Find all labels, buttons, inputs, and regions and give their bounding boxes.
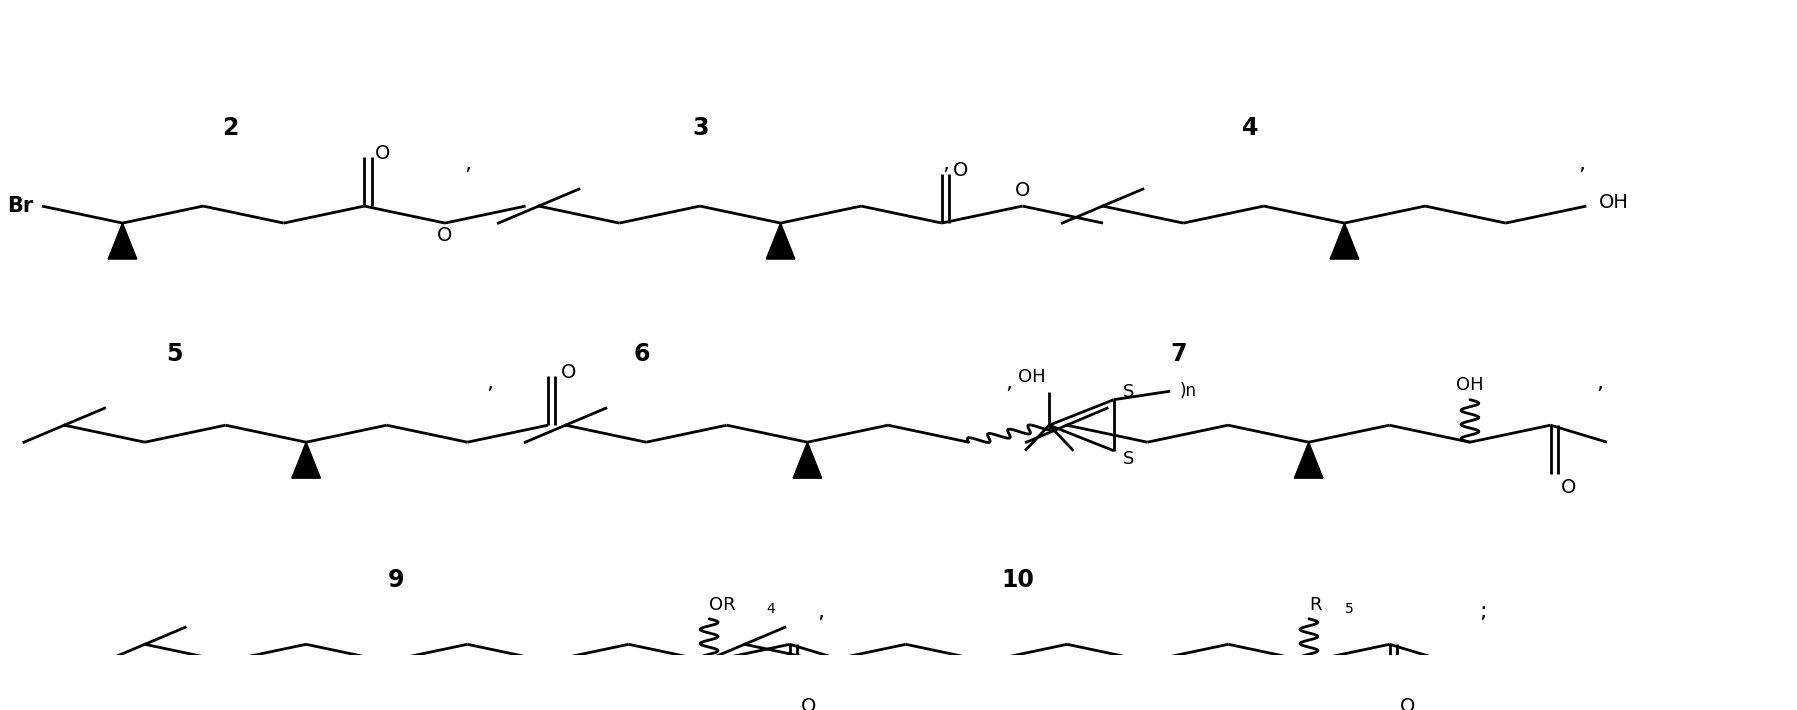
Text: 5: 5 bbox=[1344, 602, 1353, 616]
Text: R: R bbox=[1308, 596, 1321, 613]
Text: )n: )n bbox=[1179, 382, 1197, 400]
Polygon shape bbox=[792, 442, 821, 478]
Text: O: O bbox=[1015, 180, 1030, 200]
Polygon shape bbox=[1330, 223, 1359, 259]
Text: 2: 2 bbox=[221, 116, 237, 141]
Text: 3: 3 bbox=[692, 116, 710, 141]
Text: ;: ; bbox=[1479, 602, 1486, 622]
Polygon shape bbox=[108, 223, 137, 259]
Text: 6: 6 bbox=[633, 342, 651, 366]
Text: ,: , bbox=[464, 154, 471, 174]
Text: ,: , bbox=[818, 602, 825, 622]
Text: ,: , bbox=[1005, 373, 1012, 393]
Text: OH: OH bbox=[1456, 376, 1484, 395]
Polygon shape bbox=[1134, 661, 1163, 697]
Text: OH: OH bbox=[1599, 193, 1628, 212]
Text: OH: OH bbox=[1017, 368, 1046, 386]
Text: ,: , bbox=[485, 373, 492, 393]
Text: 9: 9 bbox=[388, 567, 404, 591]
Text: O: O bbox=[952, 161, 969, 180]
Text: Br: Br bbox=[7, 196, 32, 216]
Text: 7: 7 bbox=[1170, 342, 1188, 366]
Text: OR: OR bbox=[710, 596, 735, 613]
Text: O: O bbox=[1562, 478, 1576, 497]
Polygon shape bbox=[534, 661, 562, 697]
Polygon shape bbox=[1294, 442, 1323, 478]
Text: 4: 4 bbox=[767, 602, 775, 616]
Text: O: O bbox=[800, 697, 816, 710]
Text: 10: 10 bbox=[1001, 567, 1033, 591]
Polygon shape bbox=[766, 223, 794, 259]
Text: ,: , bbox=[1578, 154, 1585, 174]
Polygon shape bbox=[291, 442, 320, 478]
Text: S: S bbox=[1123, 449, 1134, 468]
Text: ,: , bbox=[1596, 373, 1603, 393]
Text: O: O bbox=[437, 226, 453, 246]
Text: S: S bbox=[1123, 383, 1134, 401]
Text: ,: , bbox=[942, 154, 949, 174]
Text: O: O bbox=[1400, 697, 1416, 710]
Text: O: O bbox=[376, 144, 390, 163]
Text: 5: 5 bbox=[165, 342, 183, 366]
Text: O: O bbox=[561, 364, 575, 383]
Text: 4: 4 bbox=[1242, 116, 1258, 141]
